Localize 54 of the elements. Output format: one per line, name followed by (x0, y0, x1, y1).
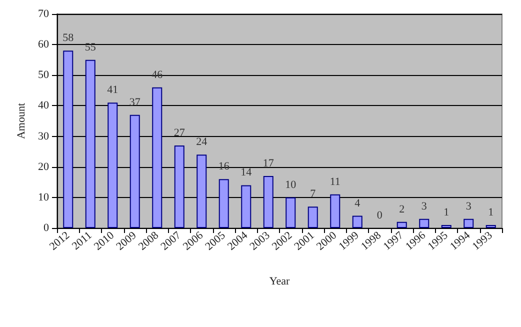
y-tick-label: 70 (38, 8, 50, 20)
y-tick-label: 50 (38, 69, 50, 82)
bar (419, 218, 430, 228)
bar (263, 176, 274, 228)
data-label: 55 (84, 41, 96, 54)
bar (63, 50, 74, 228)
data-label: 58 (62, 32, 74, 44)
y-tick-label: 40 (38, 100, 50, 112)
bar (308, 206, 318, 228)
bar (152, 87, 162, 228)
bar (352, 216, 362, 228)
bar (241, 185, 252, 228)
bar (85, 60, 96, 228)
bar (286, 197, 296, 228)
bar (396, 222, 407, 228)
data-label: 17 (262, 158, 274, 170)
data-label: 10 (285, 178, 297, 191)
x-tick-label: 2009 (114, 229, 140, 253)
data-label: 1 (488, 206, 494, 218)
bar (196, 154, 207, 228)
bar (130, 114, 140, 228)
bar (486, 224, 496, 228)
y-tick-label: 60 (38, 38, 50, 51)
x-tick-label: 2000 (314, 229, 340, 253)
y-tick-label: 0 (44, 222, 50, 234)
data-label: 0 (376, 210, 383, 222)
bar (441, 224, 452, 228)
x-tick-label: 1993 (470, 229, 496, 253)
bar (108, 102, 118, 228)
data-label: 2 (399, 203, 405, 216)
data-label: 27 (174, 126, 186, 139)
data-label: 41 (107, 84, 118, 96)
x-tick-label: 2001 (292, 229, 317, 253)
y-tick-label: 30 (38, 130, 50, 142)
data-label: 1 (444, 206, 450, 218)
bar (464, 218, 474, 228)
bar (218, 179, 229, 228)
bar (174, 145, 184, 228)
data-label: 4 (354, 197, 361, 210)
bar (330, 194, 340, 228)
data-label: 3 (421, 200, 428, 212)
y-axis-title: Amount (16, 102, 28, 140)
x-tick-label: 2012 (47, 229, 72, 253)
x-tick-label: 1996 (403, 229, 428, 253)
data-label: 3 (466, 200, 472, 212)
data-label: 11 (330, 176, 340, 188)
x-axis-title: Year (269, 276, 290, 288)
data-label: 24 (196, 136, 208, 148)
data-label: 7 (310, 188, 316, 200)
x-tick-label: 2011 (70, 229, 94, 252)
x-tick-label: 2010 (92, 229, 117, 253)
data-label: 14 (240, 166, 252, 179)
y-tick-label: 20 (38, 160, 50, 173)
y-tick-label: 10 (38, 191, 50, 204)
